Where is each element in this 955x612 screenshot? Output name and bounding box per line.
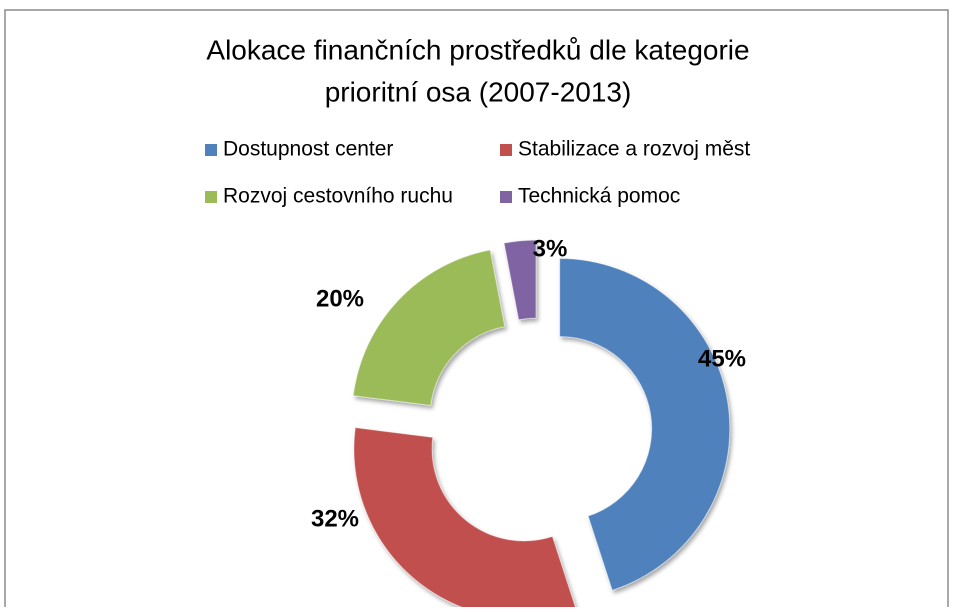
donut-slice xyxy=(353,427,578,612)
legend-label: Dostupnost center xyxy=(223,138,393,161)
legend-label: Technická pomoc xyxy=(518,185,680,208)
legend-label: Stabilizace a rozvoj měst xyxy=(518,138,750,161)
donut-slice xyxy=(503,239,537,321)
data-label: 3% xyxy=(533,235,568,262)
donut-slice xyxy=(559,258,731,591)
chart-title: prioritní osa (2007-2013) xyxy=(325,76,632,107)
chart-title: Alokace finančních prostředků dle katego… xyxy=(206,34,749,65)
legend-swatch xyxy=(205,144,217,156)
legend-label: Rozvoj cestovního ruchu xyxy=(223,185,453,208)
donut-slice xyxy=(352,249,506,406)
legend-swatch xyxy=(500,191,512,203)
legend-swatch xyxy=(205,191,217,203)
data-label: 45% xyxy=(698,345,746,372)
data-label: 20% xyxy=(316,285,364,312)
data-label: 32% xyxy=(311,505,359,532)
legend-swatch xyxy=(500,144,512,156)
